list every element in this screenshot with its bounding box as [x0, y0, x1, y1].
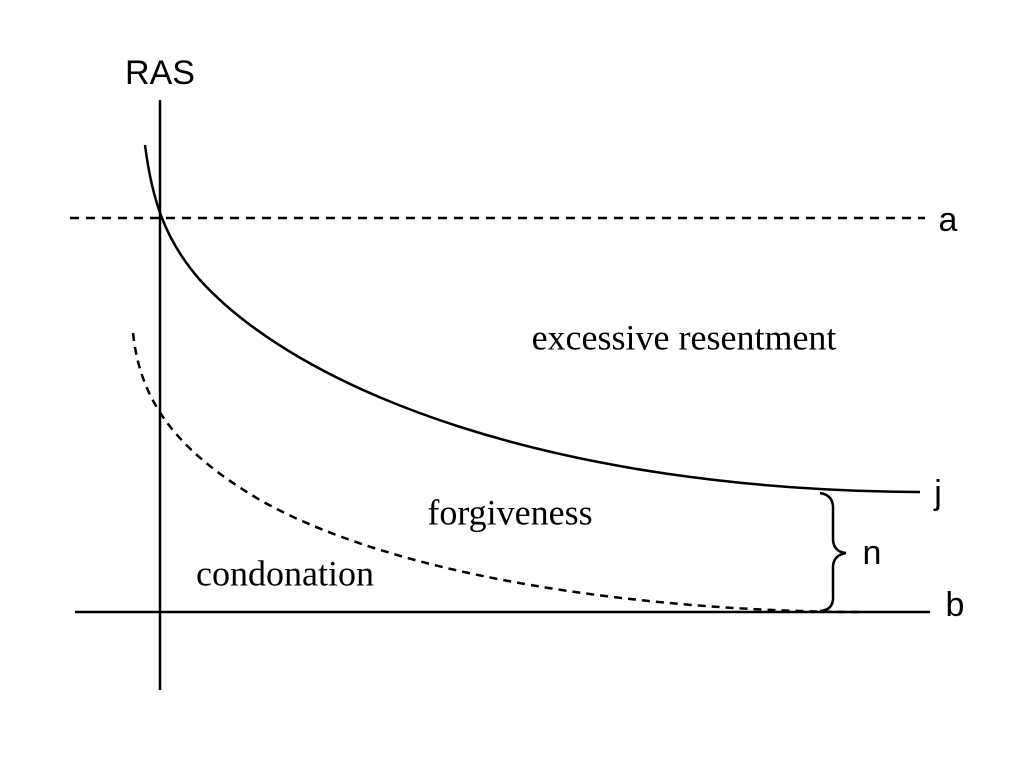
- dashed-curve: [131, 332, 861, 614]
- axis-label: RAS: [125, 54, 195, 92]
- region-label: forgiveness: [427, 492, 592, 532]
- line-label: b: [946, 586, 965, 624]
- line-label: a: [939, 201, 958, 239]
- curve-j: [143, 144, 921, 494]
- region-label: condonation: [196, 553, 374, 593]
- brace-label: n: [863, 534, 882, 572]
- region-label: excessive resentment: [532, 317, 837, 357]
- brace: [819, 491, 847, 613]
- line-label: j: [933, 474, 942, 512]
